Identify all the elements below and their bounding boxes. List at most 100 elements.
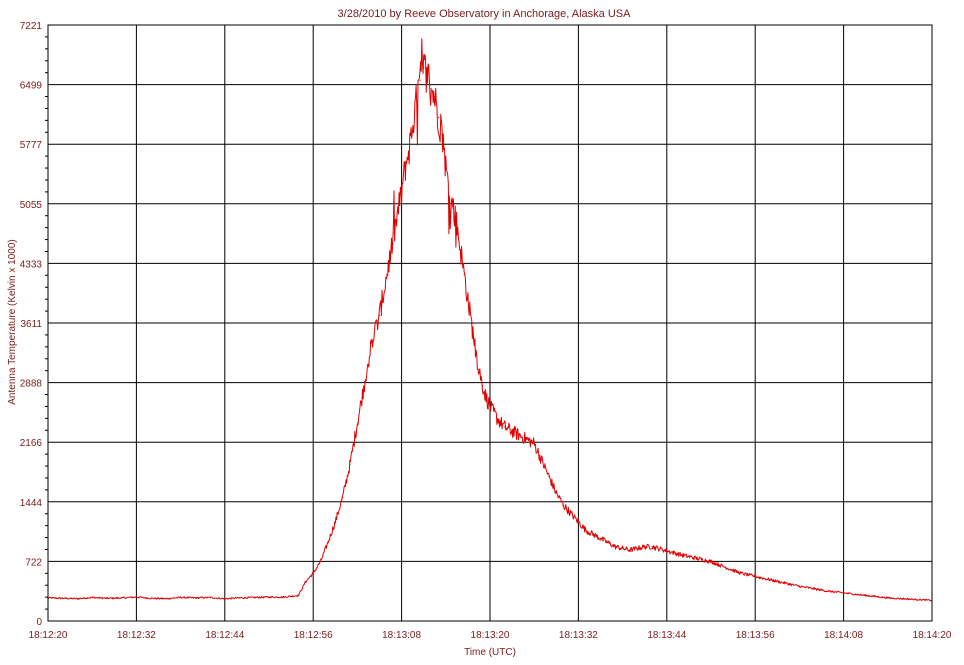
data-point xyxy=(364,381,366,383)
data-point xyxy=(404,166,406,168)
x-tick-label: 18:13:08 xyxy=(382,630,421,641)
data-point xyxy=(585,529,587,531)
data-point xyxy=(813,588,815,590)
data-point xyxy=(165,598,167,600)
data-point xyxy=(555,492,557,494)
series-group xyxy=(47,38,933,602)
data-point xyxy=(651,546,653,548)
x-axis-label: Time (UTC) xyxy=(464,647,516,658)
data-point xyxy=(570,513,572,515)
data-point xyxy=(614,546,616,548)
data-point xyxy=(297,594,300,597)
data-point xyxy=(872,595,874,597)
data-point xyxy=(393,232,395,234)
y-tick-label: 4333 xyxy=(20,259,43,270)
data-point xyxy=(238,597,241,599)
data-point xyxy=(710,560,712,563)
data-point xyxy=(150,597,152,599)
data-point xyxy=(467,298,469,300)
data-point xyxy=(371,339,373,341)
data-point xyxy=(518,434,521,436)
data-point xyxy=(76,598,79,600)
data-point xyxy=(253,596,255,599)
data-point xyxy=(408,149,410,152)
y-tick-label: 0 xyxy=(36,617,42,628)
y-tick-label: 2888 xyxy=(20,379,43,390)
data-point xyxy=(474,348,476,350)
data-point xyxy=(577,521,580,523)
data-point xyxy=(445,166,447,168)
y-tick-label: 3611 xyxy=(20,319,42,330)
data-point xyxy=(592,533,594,535)
plot-frame xyxy=(47,24,933,622)
data-point xyxy=(769,579,771,581)
data-point xyxy=(739,572,742,574)
data-point xyxy=(725,566,727,568)
data-point xyxy=(563,504,565,507)
data-point xyxy=(401,191,403,193)
data-point xyxy=(434,96,436,98)
data-point xyxy=(209,596,211,599)
data-point xyxy=(482,385,484,387)
data-point xyxy=(459,248,462,251)
x-tick-label: 18:14:20 xyxy=(913,630,952,641)
data-point xyxy=(452,207,454,209)
data-point xyxy=(540,459,543,461)
data-point xyxy=(441,133,443,135)
data-point xyxy=(135,596,137,598)
data-point xyxy=(437,116,440,119)
data-point xyxy=(607,541,609,544)
x-tick-label: 18:13:56 xyxy=(736,630,775,641)
data-point xyxy=(283,596,285,598)
data-point xyxy=(356,422,358,424)
data-point xyxy=(342,496,344,498)
data-point xyxy=(828,590,830,592)
data-point xyxy=(901,598,904,600)
data-point xyxy=(224,598,226,600)
data-point xyxy=(798,585,801,587)
data-point xyxy=(430,88,432,90)
data-point xyxy=(511,430,513,432)
data-point xyxy=(415,100,417,102)
data-point xyxy=(533,442,535,445)
data-point xyxy=(419,79,421,81)
data-point xyxy=(526,438,528,441)
data-point xyxy=(599,537,602,540)
data-point xyxy=(334,521,336,523)
data-point xyxy=(62,597,64,599)
data-point xyxy=(456,224,458,226)
x-tick-label: 18:12:56 xyxy=(294,630,333,641)
data-point xyxy=(916,598,918,601)
y-tick-label: 722 xyxy=(25,557,42,568)
x-tick-label: 18:12:32 xyxy=(117,630,156,641)
data-point xyxy=(378,315,381,317)
y-tick-label: 5055 xyxy=(20,200,43,211)
x-tick-label: 18:13:32 xyxy=(559,630,598,641)
chart-title: 3/28/2010 by Reeve Observatory in Anchor… xyxy=(338,8,632,20)
data-point xyxy=(489,405,491,408)
x-tick-label: 18:12:20 xyxy=(29,630,68,641)
data-point xyxy=(121,597,123,599)
data-point xyxy=(412,125,414,127)
y-axis-label: Antenna Temperature (Kelvin x 1000) xyxy=(7,239,18,404)
data-point xyxy=(426,71,428,73)
x-tick-label: 18:14:08 xyxy=(824,630,863,641)
x-tick-label: 18:12:44 xyxy=(205,630,244,641)
y-tick-label: 6499 xyxy=(20,81,43,92)
data-point xyxy=(485,397,487,399)
data-point xyxy=(644,546,646,548)
data-point xyxy=(312,572,314,574)
data-point xyxy=(843,592,845,594)
data-point xyxy=(680,554,683,556)
y-tick-label: 1444 xyxy=(20,498,43,509)
data-point xyxy=(423,67,425,69)
y-tick-label: 7221 xyxy=(20,21,43,32)
grid xyxy=(48,25,932,621)
data-point xyxy=(106,597,108,599)
data-point xyxy=(463,273,465,275)
data-point xyxy=(629,549,631,551)
data-point xyxy=(695,557,697,559)
data-point xyxy=(887,597,889,599)
